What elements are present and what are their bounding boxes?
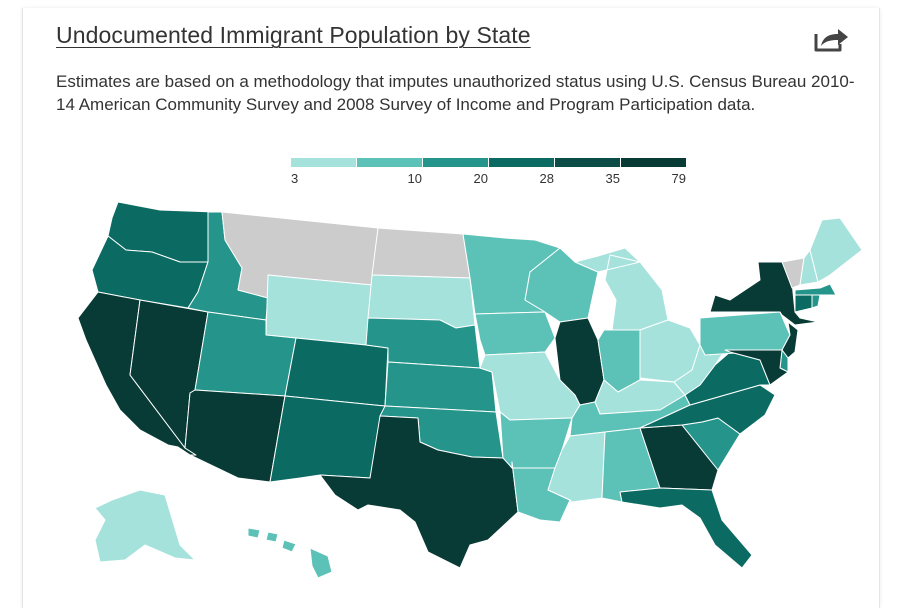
state-wy[interactable] — [265, 274, 373, 346]
legend-label-3: 28 — [540, 171, 554, 186]
share-arrow-icon — [814, 29, 848, 52]
legend-swatch-0 — [291, 158, 356, 167]
legend-label-1: 10 — [408, 171, 422, 186]
legend-label-2: 20 — [474, 171, 488, 186]
state-ia[interactable] — [474, 311, 556, 356]
state-ct[interactable] — [794, 294, 813, 313]
legend-swatch-4 — [555, 158, 620, 167]
state-ri[interactable] — [811, 294, 821, 309]
color-legend: 3 10 20 28 35 79 — [291, 158, 686, 186]
legend-label-5: 79 — [672, 171, 686, 186]
state-nm[interactable] — [269, 395, 386, 483]
description-text: Estimates are based on a methodology tha… — [56, 72, 855, 114]
page-title[interactable]: Undocumented Immigrant Population by Sta… — [56, 22, 531, 48]
state-md[interactable] — [724, 349, 789, 386]
state-ma[interactable] — [794, 283, 837, 296]
state-ms[interactable] — [547, 431, 606, 503]
state-ak[interactable] — [94, 489, 196, 563]
state-nc[interactable] — [639, 384, 776, 435]
state-pa[interactable] — [699, 311, 791, 356]
state-fl[interactable] — [619, 487, 753, 569]
state-ks[interactable] — [384, 361, 497, 413]
state-hi[interactable] — [247, 527, 333, 579]
legend-swatch-1 — [357, 158, 422, 167]
state-ny[interactable] — [709, 261, 819, 326]
state-co[interactable] — [284, 337, 389, 407]
legend-swatch-2 — [423, 158, 488, 167]
state-az[interactable] — [184, 389, 286, 483]
state-me[interactable] — [809, 217, 863, 283]
state-tx[interactable] — [319, 415, 519, 569]
legend-swatch-3 — [489, 158, 554, 167]
legend-swatch-5 — [621, 158, 686, 167]
legend-label-0: 3 — [291, 171, 298, 186]
legend-label-4: 35 — [606, 171, 620, 186]
share-button[interactable] — [812, 24, 852, 54]
state-nd[interactable] — [371, 227, 471, 279]
